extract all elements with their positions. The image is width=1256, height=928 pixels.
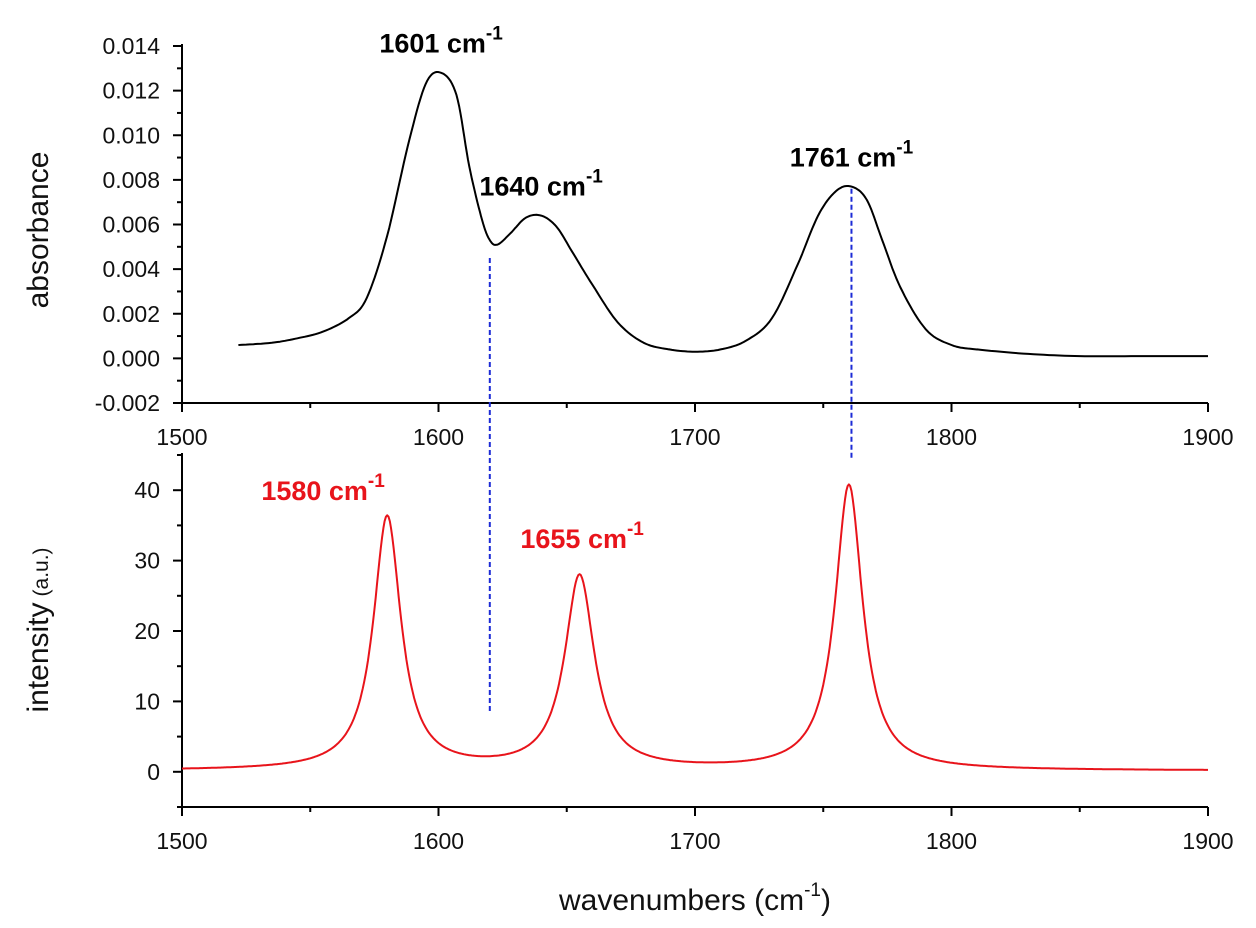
y-tick-label: 40 [134,477,160,503]
y-tick-label: 0.006 [102,212,160,238]
x-tick-label: 1900 [1182,828,1233,854]
y-axis-title-text: absorbance [22,152,55,309]
x-tick-label: 1500 [156,424,207,450]
y-tick-label: 0.000 [102,345,160,371]
y-tick-label: -0.002 [95,390,160,416]
peak-label-sup: -1 [586,166,603,187]
x-tick-label: 1700 [669,424,720,450]
y-tick-label: 0.010 [102,122,160,148]
peak-label-text: 1640 cm [479,171,586,201]
x-tick-label: 1500 [156,828,207,854]
x-axis-title: wavenumbers (cm-1) [558,880,831,917]
connector-lines [488,188,853,712]
x-tick-label: 1800 [926,828,977,854]
peak-label: 1640 cm-1 [479,166,603,201]
x-tick-label: 1600 [413,424,464,450]
peak-label-text: 1655 cm [520,524,627,554]
x-tick-label: 1900 [1182,424,1233,450]
peak-label-text: 1761 cm [790,142,897,172]
y-tick-label: 10 [134,688,160,714]
peak-label: 1580 cm-1 [261,471,385,506]
x-tick-label: 1600 [413,828,464,854]
series-line-intensity [182,483,1208,771]
y-axis-title: intensity (a.u.) [22,547,55,712]
bottom-panel-intensity: 1500 1600 1700 1800 1900 0 10 20 30 40 intensity (a… [22,453,1234,917]
x-tick-label: 1700 [669,828,720,854]
peak-label: 1761 cm-1 [790,137,914,172]
y-tick-label: 0.004 [102,256,160,282]
peak-label: 1655 cm-1 [520,519,644,554]
x-axis-title-text: wavenumbers (cm [558,884,804,917]
peak-label-sup: -1 [486,24,503,45]
y-tick-label: 30 [134,548,160,574]
y-tick-label: 0 [147,759,160,785]
series-line-absorbance [238,71,1208,358]
x-axis-title-close: ) [821,884,831,917]
x-axis-title-sup: -1 [804,880,821,901]
y-tick-label: 0.002 [102,301,160,327]
peak-label-text: 1580 cm [261,476,368,506]
y-tick-label: 0.014 [102,33,160,59]
peak-label-sup: -1 [368,471,385,492]
top-panel-absorbance: 1500 1600 1700 1800 1900 -0.002 0.000 0.002 0.00… [22,24,1234,450]
peak-label-text: 1601 cm [379,29,486,59]
y-axis-title: absorbance [22,152,55,309]
y-axis-title-unit: (a.u.) [30,547,53,596]
y-tick-label: 20 [134,618,160,644]
peak-label-sup: -1 [896,137,913,158]
y-tick-label: 0.012 [102,78,160,104]
peak-label: 1601 cm-1 [379,24,503,59]
y-tick-label: 0.008 [102,167,160,193]
y-axis-title-text: intensity [22,602,55,712]
peak-label-sup: -1 [627,519,644,540]
x-tick-label: 1800 [926,424,977,450]
